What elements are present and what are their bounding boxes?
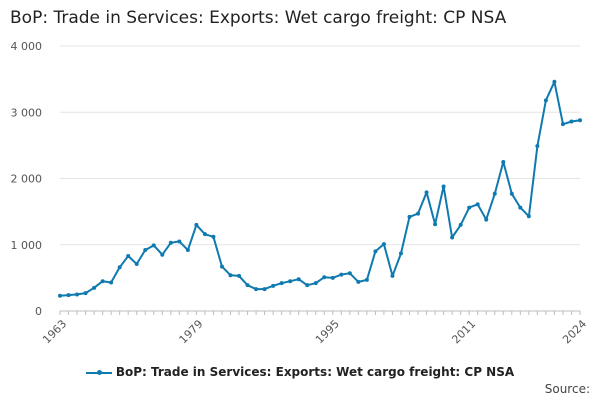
data-point[interactable] (177, 239, 182, 244)
data-point[interactable] (211, 234, 216, 239)
data-point[interactable] (202, 232, 207, 237)
data-point[interactable] (458, 222, 463, 227)
data-point[interactable] (245, 283, 250, 288)
data-point[interactable] (100, 279, 105, 284)
data-point[interactable] (288, 279, 293, 284)
data-point[interactable] (296, 277, 301, 282)
data-point[interactable] (254, 287, 259, 292)
series-group (58, 79, 582, 298)
x-tick-label: 1995 (313, 317, 342, 346)
data-point[interactable] (475, 202, 480, 207)
data-point[interactable] (66, 293, 71, 298)
legend-label: BoP: Trade in Services: Exports: Wet car… (115, 365, 515, 379)
y-tick-label: 1 000 (11, 239, 43, 252)
data-point[interactable] (569, 119, 574, 124)
data-point[interactable] (484, 217, 489, 222)
data-point[interactable] (390, 273, 395, 278)
data-point[interactable] (313, 281, 318, 286)
legend-swatch (85, 368, 112, 378)
data-point[interactable] (219, 264, 224, 269)
data-point[interactable] (109, 280, 114, 285)
source-label[interactable]: Source: (544, 382, 590, 396)
data-point[interactable] (535, 144, 540, 149)
data-point[interactable] (185, 248, 190, 253)
data-point[interactable] (126, 254, 131, 259)
data-point[interactable] (151, 243, 156, 248)
data-point[interactable] (194, 222, 199, 227)
y-tick-label: 0 (35, 305, 42, 318)
data-point[interactable] (117, 265, 122, 270)
data-point[interactable] (322, 275, 327, 280)
x-axis: 1963 1979 1995 2011 2024 (40, 311, 589, 346)
data-point[interactable] (271, 283, 276, 288)
data-point[interactable] (92, 285, 97, 290)
data-point[interactable] (373, 249, 378, 254)
data-point[interactable] (339, 272, 344, 277)
y-tick-label: 3 000 (11, 106, 43, 119)
data-point[interactable] (552, 79, 557, 84)
data-point[interactable] (450, 235, 455, 240)
data-point[interactable] (75, 292, 80, 297)
y-axis: 0 1 000 2 000 3 000 4 000 (11, 40, 43, 318)
data-point[interactable] (330, 275, 335, 280)
y-tick-label: 4 000 (11, 40, 43, 53)
data-point[interactable] (228, 273, 233, 278)
data-point[interactable] (543, 98, 548, 103)
data-point[interactable] (381, 242, 386, 247)
chart-title: BoP: Trade in Services: Exports: Wet car… (10, 8, 507, 28)
data-point[interactable] (518, 205, 523, 210)
data-point[interactable] (262, 287, 267, 292)
data-point[interactable] (424, 190, 429, 195)
data-point[interactable] (143, 248, 148, 253)
data-point[interactable] (407, 214, 412, 219)
data-point[interactable] (578, 118, 582, 123)
gridlines (60, 45, 580, 312)
data-point[interactable] (160, 252, 165, 257)
data-point[interactable] (364, 277, 369, 282)
data-point[interactable] (168, 240, 173, 245)
data-point[interactable] (416, 211, 421, 216)
data-point[interactable] (356, 279, 361, 284)
x-tick-label: 2011 (449, 317, 478, 346)
data-point[interactable] (501, 159, 506, 164)
data-point[interactable] (279, 281, 284, 286)
data-point[interactable] (237, 273, 242, 278)
data-point[interactable] (433, 222, 438, 227)
data-point[interactable] (58, 293, 62, 298)
data-point[interactable] (398, 251, 403, 256)
data-point[interactable] (134, 261, 139, 266)
data-point[interactable] (492, 191, 497, 196)
data-point[interactable] (441, 184, 446, 189)
y-tick-label: 2 000 (11, 173, 43, 186)
x-tick-label: 1963 (40, 317, 69, 346)
data-point[interactable] (467, 205, 472, 210)
data-point[interactable] (526, 214, 531, 219)
data-point[interactable] (347, 271, 352, 276)
x-tick-label: 1979 (177, 317, 206, 346)
data-point[interactable] (83, 291, 88, 296)
data-point[interactable] (509, 191, 514, 196)
legend: BoP: Trade in Services: Exports: Wet car… (0, 365, 600, 379)
x-tick-label: 2024 (560, 317, 589, 346)
data-point[interactable] (305, 283, 310, 288)
data-point[interactable] (560, 122, 565, 127)
